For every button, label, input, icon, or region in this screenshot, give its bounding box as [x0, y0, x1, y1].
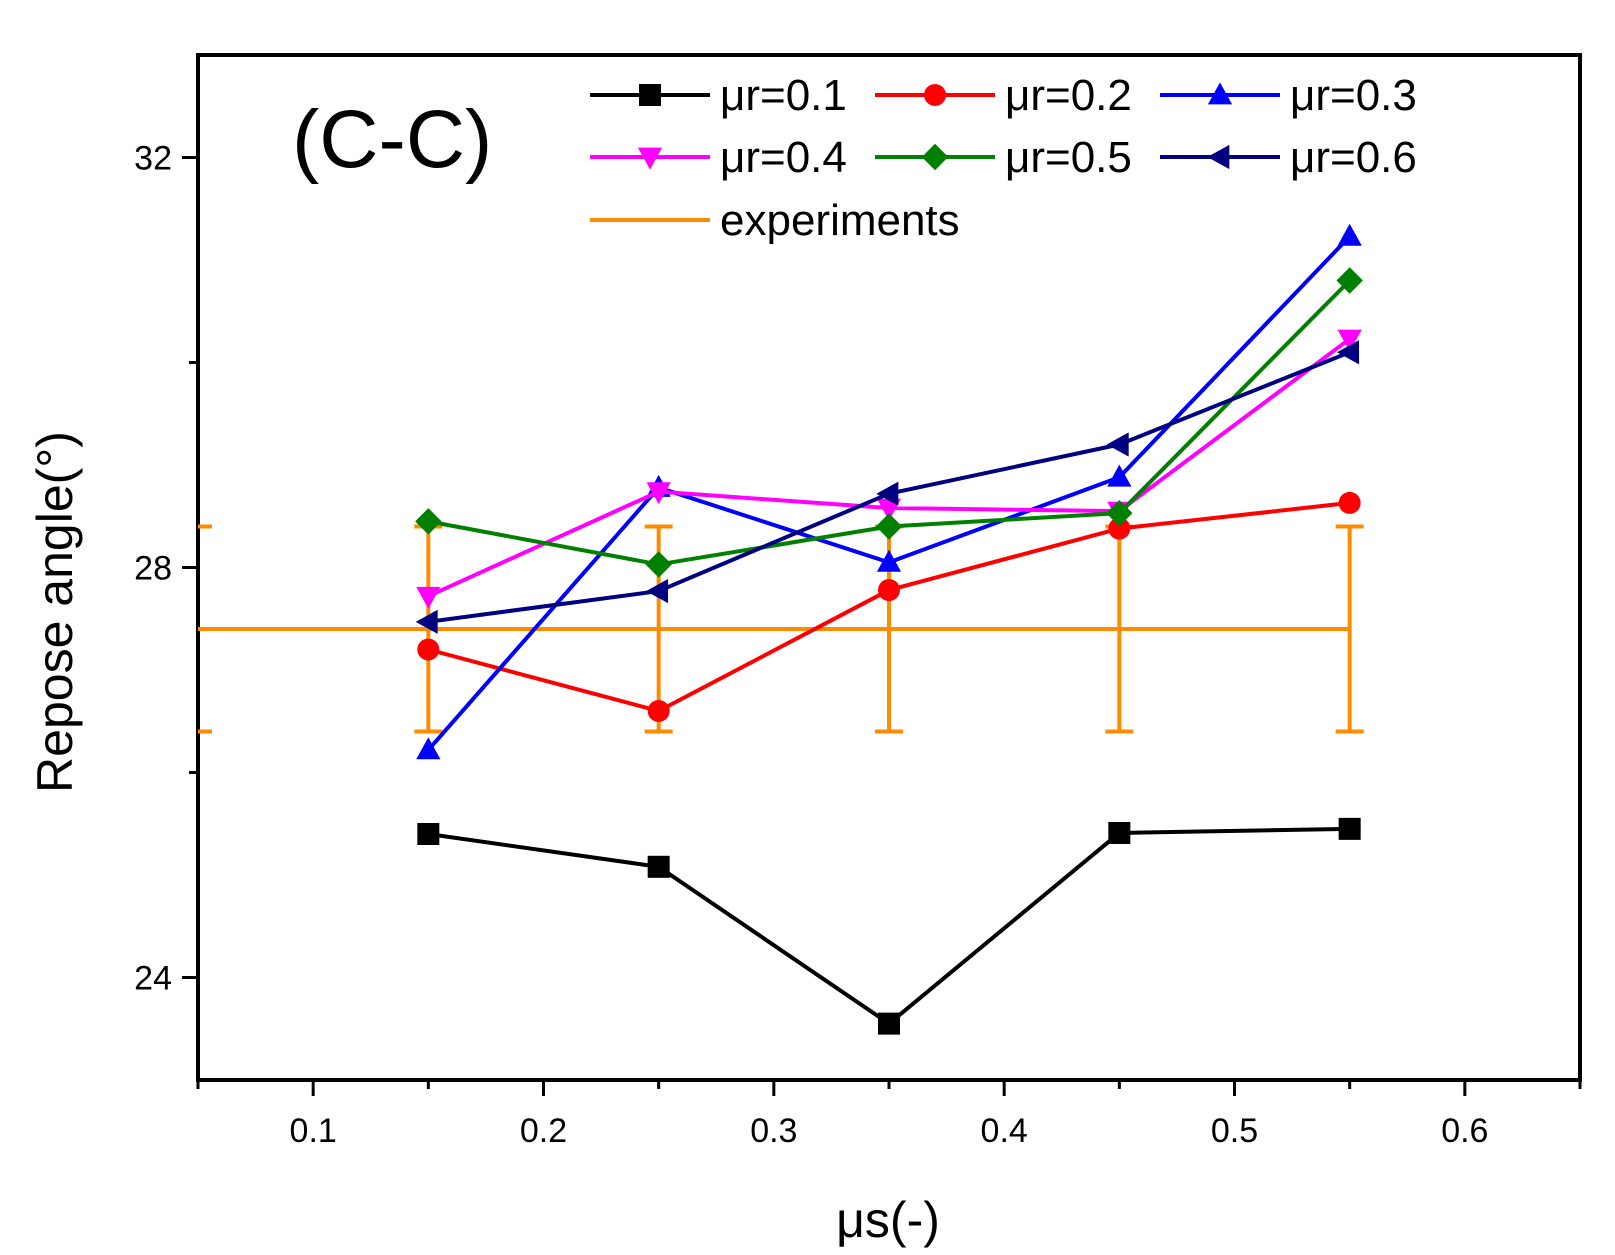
legend-swatch-marker — [924, 84, 946, 106]
data-point — [416, 737, 441, 760]
data-point — [645, 551, 672, 578]
x-tick-label: 0.4 — [981, 1112, 1028, 1150]
data-point — [1108, 517, 1131, 540]
x-axis-title: μs(-) — [836, 1192, 940, 1248]
data-point — [1338, 817, 1361, 840]
experiments-error-bar — [198, 524, 212, 734]
legend-item: μr=0.3 — [1160, 71, 1417, 120]
legend-item: μr=0.4 — [590, 133, 847, 182]
experiments-error-bar — [1335, 524, 1364, 734]
x-tick-label: 0.2 — [520, 1112, 567, 1150]
legend-item: μr=0.5 — [875, 133, 1132, 182]
data-point — [878, 1012, 900, 1035]
legend-label: μr=0.6 — [1290, 133, 1417, 182]
data-point — [415, 609, 438, 634]
data-point — [417, 638, 440, 661]
data-point — [1337, 223, 1362, 246]
series-line — [428, 826, 1350, 1026]
data-point — [647, 700, 670, 722]
data-point — [1337, 340, 1360, 365]
legend: μr=0.1 μr=0.2 μr=0.3 μr=0.4 μr=0.5 μr=0.6 expe… — [590, 71, 1417, 245]
data-point — [416, 586, 441, 609]
axis-labels: (C-C) μs(-) Repose angle(°) — [27, 94, 940, 1248]
legend-item: μr=0.1 — [590, 71, 847, 120]
series-triangle-up — [416, 223, 1362, 760]
legend-item: experiments — [590, 196, 960, 245]
legend-item: μr=0.2 — [875, 71, 1132, 120]
legend-label: experiments — [720, 196, 960, 245]
legend-label: μr=0.3 — [1290, 71, 1417, 120]
x-tick-label: 0.6 — [1441, 1112, 1488, 1150]
legend-label: μr=0.2 — [1005, 71, 1132, 120]
data-point — [1106, 499, 1133, 527]
data-point — [417, 823, 440, 845]
x-tick-label: 0.3 — [750, 1112, 797, 1150]
series-circle — [417, 491, 1361, 722]
series-layer — [415, 223, 1363, 1035]
experiments-layer — [198, 524, 1364, 734]
legend-swatch-marker — [1207, 144, 1230, 170]
legend-swatch-marker — [921, 143, 949, 171]
data-point — [875, 513, 903, 540]
data-point — [876, 549, 902, 572]
legend-swatch-marker — [1207, 82, 1233, 105]
data-point — [876, 481, 899, 506]
data-point — [1106, 432, 1129, 457]
data-point — [647, 855, 670, 878]
x-tick-label: 0.1 — [290, 1112, 337, 1150]
x-tick-label: 0.5 — [1211, 1112, 1258, 1150]
y-tick-label: 32 — [134, 140, 172, 178]
data-point — [415, 508, 442, 535]
legend-swatch-marker — [637, 147, 663, 170]
legend-swatch-marker — [639, 84, 661, 106]
data-point — [646, 578, 669, 604]
legend-label: μr=0.5 — [1005, 133, 1132, 182]
series-triangle-left — [415, 340, 1360, 634]
y-axis-title: Repose angle(°) — [27, 431, 83, 793]
y-tick-label: 28 — [134, 550, 172, 588]
data-point — [876, 498, 902, 521]
legend-item: μr=0.6 — [1160, 133, 1417, 182]
data-point — [878, 579, 900, 602]
series-square — [417, 817, 1361, 1035]
data-point — [1107, 464, 1132, 487]
legend-label: μr=0.4 — [720, 133, 847, 182]
panel-label: (C-C) — [292, 94, 492, 185]
data-point — [646, 482, 671, 505]
axis-ticks: 0.1 0.2 0.3 0.4 0.5 0.6 24 28 32 — [134, 140, 1582, 1150]
series-diamond — [415, 267, 1363, 578]
data-point — [1338, 491, 1361, 514]
data-point — [1336, 267, 1363, 294]
data-point — [1337, 329, 1362, 352]
legend-label: μr=0.1 — [720, 71, 847, 120]
y-tick-label: 24 — [134, 960, 172, 998]
data-point — [1108, 821, 1131, 844]
